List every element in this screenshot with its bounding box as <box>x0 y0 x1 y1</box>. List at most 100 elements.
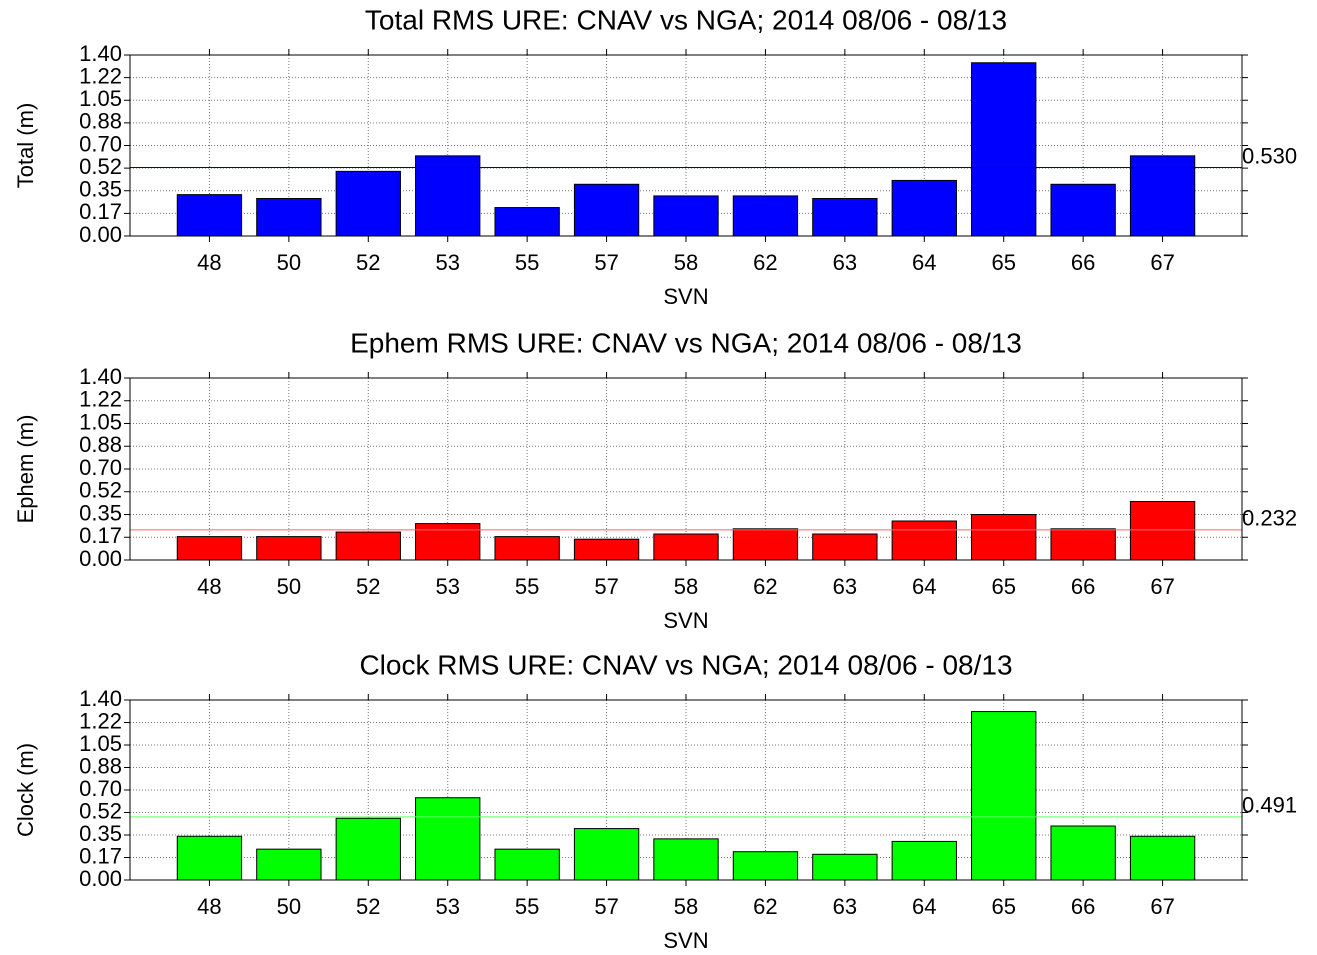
bar <box>1129 835 1196 881</box>
x-tick-label: 58 <box>674 250 698 275</box>
y-tick-label: 0.00 <box>79 866 122 891</box>
y-tick-label: 0.52 <box>79 154 122 179</box>
y-tick-label: 0.52 <box>79 478 122 503</box>
x-tick-label: 55 <box>515 894 539 919</box>
x-tick-label: 53 <box>435 250 459 275</box>
y-tick-label: 1.40 <box>79 364 122 389</box>
bar <box>176 194 243 237</box>
x-tick-label: 50 <box>277 250 301 275</box>
bar <box>573 538 640 561</box>
y-tick-label: 0.17 <box>79 523 122 548</box>
y-tick-label: 1.22 <box>79 63 122 88</box>
x-tick-label: 63 <box>833 894 857 919</box>
chart-title: Total RMS URE: CNAV vs NGA; 2014 08/06 -… <box>365 4 1007 35</box>
bar <box>176 536 243 561</box>
x-tick-label: 52 <box>356 250 380 275</box>
x-tick-label: 63 <box>833 250 857 275</box>
y-tick-label: 0.88 <box>79 109 122 134</box>
x-axis-label: SVN <box>663 608 708 633</box>
y-tick-label: 0.35 <box>79 500 122 525</box>
y-tick-label: 0.17 <box>79 199 122 224</box>
bar <box>653 195 719 237</box>
x-tick-label: 58 <box>674 574 698 599</box>
x-tick-label: 65 <box>991 574 1015 599</box>
y-axis-label: Clock (m) <box>13 743 38 837</box>
x-tick-label: 57 <box>594 250 618 275</box>
x-tick-label: 55 <box>515 574 539 599</box>
y-tick-label: 1.22 <box>79 387 122 412</box>
bar <box>732 528 799 561</box>
y-tick-label: 0.00 <box>79 546 122 571</box>
bar <box>415 155 481 237</box>
x-tick-label: 48 <box>197 894 221 919</box>
bar <box>732 195 799 237</box>
x-tick-label: 57 <box>594 894 618 919</box>
bar <box>732 851 799 881</box>
x-axis-label: SVN <box>663 928 708 953</box>
reference-label: 0.530 <box>1242 143 1297 168</box>
x-tick-label: 66 <box>1071 250 1095 275</box>
x-tick-label: 65 <box>991 894 1015 919</box>
x-tick-label: 66 <box>1071 574 1095 599</box>
bar <box>971 711 1037 881</box>
x-axis-label: SVN <box>663 284 708 309</box>
bar <box>812 533 878 561</box>
x-tick-label: 64 <box>912 894 936 919</box>
x-tick-label: 53 <box>435 574 459 599</box>
x-tick-label: 62 <box>753 250 777 275</box>
bar <box>335 817 401 881</box>
bar <box>176 835 243 881</box>
bar <box>971 514 1037 561</box>
x-tick-label: 52 <box>356 574 380 599</box>
bar <box>415 523 481 561</box>
y-tick-label: 0.88 <box>79 753 122 778</box>
chart-title: Clock RMS URE: CNAV vs NGA; 2014 08/06 -… <box>359 649 1012 680</box>
x-tick-label: 53 <box>435 894 459 919</box>
bar <box>1050 528 1116 561</box>
bar <box>335 531 401 561</box>
y-tick-label: 1.05 <box>79 731 122 756</box>
bar <box>1129 501 1196 561</box>
bar <box>256 848 322 881</box>
plot-frame <box>129 699 1243 881</box>
y-tick-label: 1.22 <box>79 708 122 733</box>
bar <box>335 170 401 237</box>
x-tick-label: 50 <box>277 894 301 919</box>
y-tick-label: 0.88 <box>79 432 122 457</box>
reference-label: 0.491 <box>1242 793 1297 818</box>
x-tick-label: 58 <box>674 894 698 919</box>
bar <box>494 536 560 561</box>
y-axis-label: Total (m) <box>13 103 38 189</box>
chart-title: Ephem RMS URE: CNAV vs NGA; 2014 08/06 -… <box>350 327 1022 358</box>
bar <box>573 183 640 237</box>
x-tick-label: 66 <box>1071 894 1095 919</box>
y-tick-label: 0.52 <box>79 798 122 823</box>
bar <box>573 828 640 881</box>
y-tick-label: 1.05 <box>79 409 122 434</box>
x-tick-label: 64 <box>912 250 936 275</box>
x-tick-label: 62 <box>753 894 777 919</box>
x-tick-label: 52 <box>356 894 380 919</box>
y-tick-label: 0.35 <box>79 821 122 846</box>
bar <box>494 207 560 237</box>
x-tick-label: 62 <box>753 574 777 599</box>
x-tick-label: 67 <box>1150 574 1174 599</box>
y-tick-label: 1.05 <box>79 86 122 111</box>
x-tick-label: 48 <box>197 250 221 275</box>
bar <box>256 536 322 561</box>
bar <box>1129 155 1196 237</box>
bar <box>891 179 957 237</box>
bar <box>891 840 957 881</box>
x-tick-label: 67 <box>1150 894 1174 919</box>
y-tick-label: 0.70 <box>79 776 122 801</box>
x-tick-label: 57 <box>594 574 618 599</box>
y-tick-label: 0.70 <box>79 131 122 156</box>
x-tick-label: 67 <box>1150 250 1174 275</box>
y-tick-label: 0.00 <box>79 222 122 247</box>
bar <box>812 198 878 237</box>
y-tick-label: 0.35 <box>79 177 122 202</box>
x-tick-label: 65 <box>991 250 1015 275</box>
bar <box>1050 825 1116 881</box>
y-tick-label: 1.40 <box>79 41 122 66</box>
